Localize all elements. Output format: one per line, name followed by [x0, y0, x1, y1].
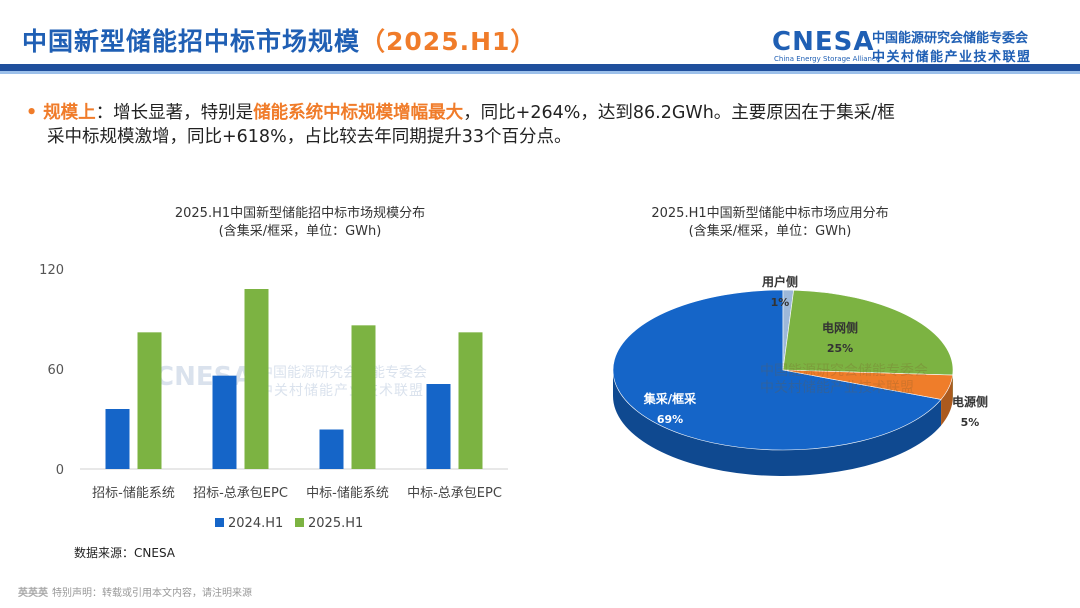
summary-highlight: 储能系统中标规模增幅最大 — [253, 103, 464, 123]
summary-label: 规模上 — [43, 103, 96, 123]
summary-rest2: 采中标规模激增，同比+618%，占比较去年同期提升33个百分点。 — [47, 127, 572, 147]
logo-cn-line2: 中关村储能产业技术联盟 — [872, 50, 1032, 65]
logo-text: CNESA — [772, 27, 875, 57]
pie-slice-2 — [782, 289, 954, 376]
pie-chart-title: 2025.H1中国新型储能中标市场应用分布 (含集采/框采，单位：GWh) — [580, 205, 960, 241]
x-tick-label: 招标-总承包EPC — [193, 486, 288, 501]
pie-pct-2: 25% — [827, 342, 853, 355]
logo-cn-line1: 中国能源研究会储能专委会 — [872, 31, 1029, 46]
legend-label: 2025.H1 — [308, 516, 363, 531]
bar-2024.H1-1 — [212, 375, 237, 469]
bar-2025.H1-1 — [244, 289, 269, 469]
summary-bullet: • 规模上：增长显著，特别是储能系统中标规模增幅最大，同比+264%，达到86.2… — [26, 101, 1036, 149]
x-tick-label: 中标-总承包EPC — [407, 486, 502, 501]
pie-label-1: 用户侧 — [761, 274, 798, 289]
pie-pct-0: 69% — [657, 413, 683, 426]
footer-text: 特别声明：转载或引用本文内容，请注明来源 — [52, 588, 252, 599]
bar-2024.H1-0 — [105, 409, 130, 469]
pie-label-2: 电网侧 — [822, 320, 858, 335]
pie-label-3: 电源侧 — [952, 394, 988, 409]
cnesa-logo: CNESA China Energy Storage Alliance 中国能源… — [772, 25, 1072, 65]
page-title: 中国新型储能招中标市场规模（2025.H1） — [22, 22, 536, 58]
pie-chart-title-main: 2025.H1中国新型储能中标市场应用分布 — [651, 206, 889, 221]
pie-slice-0 — [612, 289, 942, 451]
bar-chart: 0 60 120 招标-储能系统 招标-总承包EPC 中标-储能系统 中标-总承包EPC 20… — [39, 263, 508, 531]
pie-side-3 — [941, 375, 953, 426]
bar-chart-title-main: 2025.H1中国新型储能招中标市场规模分布 — [174, 206, 426, 221]
legend-swatch — [215, 518, 224, 527]
pie-pct-3: 5% — [961, 416, 980, 429]
y-tick-label: 0 — [56, 463, 64, 478]
y-tick-label: 60 — [47, 363, 64, 378]
bar-2025.H1-3 — [458, 332, 483, 469]
page-title-period: （2025.H1） — [360, 27, 537, 56]
footer-disclaimer: 英英英 特别声明：转载或引用本文内容，请注明来源 — [18, 584, 252, 599]
bar-chart-title: 2025.H1中国新型储能招中标市场规模分布 (含集采/框采，单位：GWh) — [110, 205, 490, 241]
bar-2024.H1-2 — [319, 429, 344, 469]
bar-chart-subtitle: (含集采/框采，单位：GWh) — [218, 224, 382, 239]
data-source: 数据来源：CNESA — [74, 546, 175, 560]
legend-label: 2024.H1 — [228, 516, 283, 531]
x-tick-label: 招标-储能系统 — [92, 486, 175, 501]
pie-pct-1: 1% — [771, 296, 790, 309]
y-tick-label: 120 — [39, 263, 64, 278]
summary-sep: ：增长显著，特别是 — [95, 103, 254, 123]
logo-subtitle: China Energy Storage Alliance — [774, 55, 881, 63]
pie-chart-subtitle: (含集采/框采，单位：GWh) — [688, 224, 852, 239]
footer-tag: 英英英 — [18, 588, 48, 599]
bar-2025.H1-0 — [137, 332, 162, 469]
summary-rest1: ，同比+264%，达到86.2GWh。主要原因在于集采/框 — [463, 103, 895, 123]
header-divider — [0, 64, 1080, 71]
pie-label-0: 集采/框采 — [643, 391, 696, 406]
page-title-text: 中国新型储能招中标市场规模 — [22, 27, 361, 56]
pie-chart: 集采/框采 69% 用户侧 1% 电网侧 25% 电源侧 5% — [612, 274, 988, 476]
x-tick-label: 中标-储能系统 — [306, 486, 389, 501]
bullet-dot: • — [26, 103, 38, 123]
pie-slice-3 — [782, 369, 954, 400]
header-divider-light — [0, 71, 1080, 74]
bar-2024.H1-3 — [426, 384, 451, 469]
legend-swatch — [295, 518, 304, 527]
bar-2025.H1-2 — [351, 325, 376, 469]
pie-side-0 — [613, 370, 942, 476]
